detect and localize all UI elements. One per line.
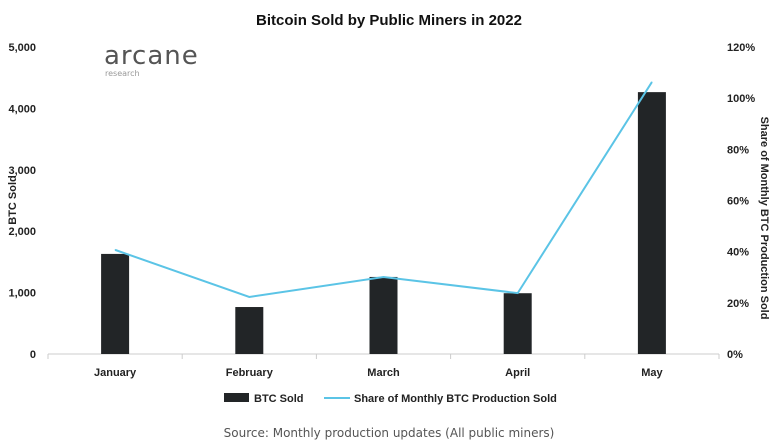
y2-tick-label: 100% [727, 93, 755, 105]
y2-tick-label: 60% [727, 196, 749, 208]
legend: BTC Sold Share of Monthly BTC Production… [224, 393, 557, 405]
share-point-may [651, 81, 653, 83]
y-tick-label: 2,000 [8, 226, 36, 238]
legend-label-btc-sold: BTC Sold [254, 393, 304, 405]
source-note: Source: Monthly production updates (All … [224, 426, 555, 440]
y-tick-label: 1,000 [8, 288, 36, 300]
x-tick-label: March [367, 367, 400, 379]
share-point-january [114, 249, 116, 251]
bar-february [235, 307, 264, 354]
share-line [114, 81, 653, 298]
y2-tick-label: 20% [727, 298, 749, 310]
x-tick-label: May [641, 367, 663, 379]
y-tick-label: 5,000 [8, 42, 36, 54]
bar-march [369, 276, 398, 354]
x-tick-label: April [505, 367, 530, 379]
share-point-march [383, 276, 384, 278]
bar-april [503, 293, 532, 354]
share-point-april [517, 292, 519, 294]
y-tick-label: 0 [30, 349, 36, 361]
arcane-logo: arcane research [104, 41, 199, 78]
legend-label-share: Share of Monthly BTC Production Sold [354, 393, 557, 405]
y2-tick-label: 0% [727, 349, 743, 361]
share-point-february [248, 296, 250, 298]
y2-axis-label: Share of Monthly BTC Production Sold [758, 117, 770, 320]
y-axis-label: BTC Sold [7, 175, 19, 225]
logo-text: arcane [104, 41, 199, 71]
logo-subtext: research [105, 69, 140, 78]
y2-tick-label: 80% [727, 144, 749, 156]
x-tick-label: January [94, 367, 137, 379]
chart-title: Bitcoin Sold by Public Miners in 2022 [256, 12, 522, 29]
y2-tick-label: 40% [727, 247, 749, 259]
y-tick-label: 3,000 [8, 165, 36, 177]
bar-may [637, 92, 666, 354]
y2-tick-label: 120% [727, 42, 755, 54]
x-tick-label: February [226, 367, 274, 379]
y-tick-label: 4,000 [8, 103, 36, 115]
legend-bar-swatch [224, 393, 249, 402]
bar-january [101, 253, 130, 354]
